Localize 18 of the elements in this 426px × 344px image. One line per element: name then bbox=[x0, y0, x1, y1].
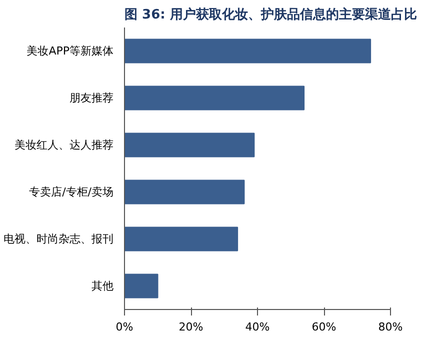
y-tick-label: 美妆红人、达人推荐 bbox=[14, 138, 114, 152]
x-tick-label: 20% bbox=[178, 320, 204, 334]
chart-title: 图 36: 用户获取化妆、护肤品信息的主要渠道占比 bbox=[124, 6, 417, 22]
bar bbox=[124, 132, 255, 158]
y-tick-label: 朋友推荐 bbox=[70, 92, 114, 104]
bar bbox=[124, 180, 245, 204]
y-tick-label: 其他 bbox=[92, 280, 114, 292]
bar bbox=[124, 226, 238, 252]
x-tick-label: 60% bbox=[312, 320, 336, 334]
bar bbox=[124, 86, 305, 110]
y-tick-label: 专卖店/专柜/卖场 bbox=[29, 186, 114, 198]
y-tick-label: 电视、时尚杂志、报刊 bbox=[4, 232, 114, 246]
bar bbox=[124, 274, 158, 298]
x-tick-label: 0% bbox=[116, 320, 134, 334]
y-tick-label: 美妆APP等新媒体 bbox=[26, 44, 114, 58]
x-tick-label: 40% bbox=[245, 320, 270, 334]
x-tick-label: 80% bbox=[378, 320, 403, 334]
bar bbox=[124, 38, 372, 64]
